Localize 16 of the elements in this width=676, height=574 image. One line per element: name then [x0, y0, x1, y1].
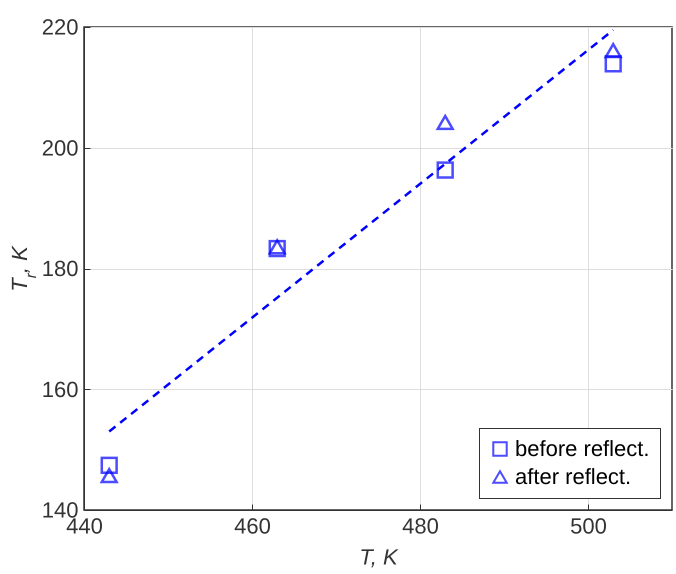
y-tick-label: 180: [42, 256, 78, 281]
y-tick-label: 220: [42, 14, 78, 40]
legend-label: after reflect.: [515, 464, 632, 489]
x-axis-title: T, K: [359, 544, 399, 570]
x-tick-label: 500: [570, 514, 607, 538]
point: [436, 161, 454, 179]
point: [100, 468, 118, 484]
point: [604, 42, 622, 58]
legend-label: before reflect.: [515, 436, 650, 461]
x-tick-label: 480: [402, 514, 439, 538]
point: [436, 114, 454, 130]
y-tick-label: 160: [42, 376, 78, 402]
point: [604, 55, 622, 72]
x-tick-label: 460: [234, 514, 271, 538]
y-tick-label: 200: [42, 135, 78, 160]
point: [100, 456, 118, 474]
